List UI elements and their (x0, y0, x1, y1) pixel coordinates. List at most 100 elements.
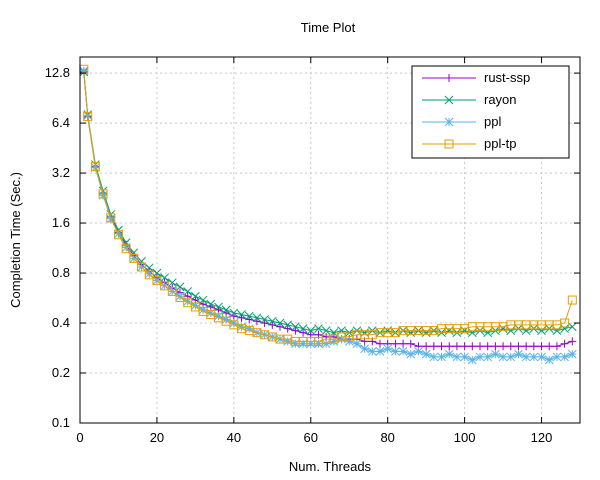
y-tick-label: 0.2 (52, 365, 70, 380)
legend-item-rust-ssp: rust-ssp (422, 70, 530, 85)
data-point-ppl (329, 337, 339, 346)
data-point-ppl (460, 352, 469, 362)
data-point-rayon (298, 324, 308, 334)
data-point-rust-ssp (560, 339, 569, 348)
data-point-rayon (237, 310, 246, 319)
data-point-ppl (421, 349, 431, 359)
data-point-ppl-tp (144, 270, 154, 280)
data-point-rust-ssp (252, 317, 261, 326)
plot-frame (79, 56, 581, 424)
y-tick-label: 3.2 (52, 165, 70, 180)
data-point-ppl (391, 347, 400, 356)
x-tick-label: 60 (304, 430, 318, 445)
data-point-rayon (214, 302, 223, 312)
data-point-rayon (167, 278, 177, 288)
data-point-rayon (183, 287, 193, 296)
data-point-rayon (406, 328, 416, 338)
data-point-ppl (414, 347, 423, 356)
x-tick-label: 40 (227, 430, 241, 445)
data-point-rayon (467, 328, 477, 338)
data-point-ppl (398, 347, 408, 356)
series-line-ppl-tp (83, 69, 573, 342)
data-point-rust-ssp (476, 342, 484, 351)
data-point-rayon (191, 291, 200, 301)
x-tick-label: 100 (454, 430, 476, 445)
data-point-rust-ssp (291, 326, 300, 335)
data-point-ppl (314, 339, 323, 349)
x-tick-label: 20 (150, 430, 164, 445)
y-axis-label: Completion Time (Sec.) (8, 172, 23, 308)
data-point-ppl (144, 269, 154, 279)
legend-label-ppl-tp: ppl-tp (484, 136, 517, 151)
data-point-rust-ssp (499, 342, 508, 351)
chart-title: Time Plot (301, 20, 356, 35)
data-point-ppl (552, 352, 562, 362)
legend-marker-rayon (444, 95, 454, 105)
data-point-rust-ssp (468, 342, 477, 351)
data-point-rust-ssp (391, 339, 400, 348)
data-point-rayon (483, 328, 493, 338)
data-point-rust-ssp (299, 328, 308, 337)
data-point-rust-ssp (514, 342, 523, 351)
data-point-ppl-tp (160, 281, 170, 291)
data-point-rust-ssp (406, 339, 415, 348)
data-point-ppl-tp (106, 213, 116, 223)
legend-item-ppl-tp: ppl-tp (422, 136, 517, 151)
data-point-ppl (514, 349, 523, 359)
x-tick-label: 120 (531, 430, 553, 445)
legend-label-rust-ssp: rust-ssp (484, 70, 530, 85)
data-point-ppl-tp (175, 292, 185, 302)
legend: rust-ssp rayon ppl ppl-tp (411, 65, 570, 159)
data-point-rayon (206, 299, 216, 309)
data-point-rayon (198, 295, 208, 305)
data-point-ppl (567, 349, 577, 359)
data-point-ppl (221, 315, 231, 324)
data-point-rust-ssp (283, 324, 292, 333)
legend-label-ppl: ppl (484, 114, 501, 129)
data-point-ppl (429, 352, 439, 362)
data-point-ppl (406, 349, 416, 359)
data-point-rayon (506, 326, 516, 335)
data-point-ppl (198, 305, 208, 315)
data-point-rust-ssp (529, 342, 538, 351)
legend-marker-rust-ssp (445, 74, 453, 82)
data-point-ppl (375, 347, 385, 356)
data-point-ppl (214, 311, 223, 321)
data-point-rust-ssp (376, 339, 384, 348)
data-point-ppl-tp (137, 262, 147, 272)
data-point-rayon (567, 322, 577, 332)
y-tick-label: 12.8 (45, 65, 70, 80)
data-point-ppl (529, 352, 539, 362)
data-point-ppl-tp (90, 162, 100, 172)
data-point-rayon (552, 326, 562, 335)
data-point-ppl (206, 308, 216, 318)
data-point-rust-ssp (537, 342, 546, 351)
data-point-ppl (475, 352, 485, 362)
x-tick-label: 80 (380, 430, 394, 445)
data-point-rust-ssp (522, 342, 531, 351)
data-point-ppl (491, 349, 500, 359)
data-point-ppl-tp (83, 112, 93, 122)
legend-box (411, 65, 570, 159)
data-point-ppl (521, 352, 531, 362)
data-point-rayon (160, 273, 169, 283)
legend-marker-ppl-tp (444, 139, 454, 149)
legend-item-rayon: rayon (422, 92, 517, 107)
data-point-ppl (337, 334, 346, 344)
data-point-ppl-tp (121, 244, 131, 254)
x-tick-label: 0 (76, 430, 83, 445)
y-tick-label: 0.1 (52, 415, 70, 430)
data-point-rust-ssp (568, 337, 577, 346)
data-point-rayon (152, 268, 162, 278)
data-point-ppl (191, 301, 200, 310)
data-point-rust-ssp (506, 342, 515, 351)
data-point-rayon (175, 282, 185, 292)
data-point-rust-ssp (452, 342, 461, 351)
data-point-rayon (244, 311, 254, 321)
series-rayon (79, 67, 577, 338)
data-point-ppl-tp (567, 295, 577, 305)
data-point-rayon (275, 318, 285, 328)
axis-ticks: 0 20 40 60 80 100 120 0.1 0.2 0.4 0.8 1.6 3.2 6.4 12.8 (45, 57, 580, 445)
data-point-ppl (291, 339, 300, 349)
